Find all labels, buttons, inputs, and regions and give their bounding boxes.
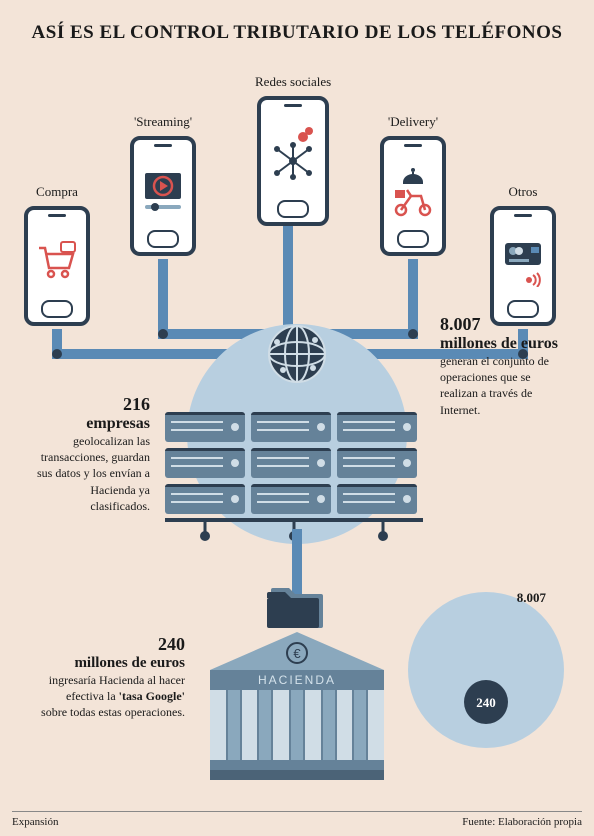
server-unit	[165, 484, 245, 514]
phone-streaming: 'Streaming'	[130, 114, 196, 256]
columns	[210, 690, 384, 760]
footer: Expansión Fuente: Elaboración propia	[12, 811, 582, 828]
server-unit	[251, 412, 331, 442]
globe-icon	[265, 322, 329, 386]
network-icon	[267, 118, 319, 196]
stat-left: 216 empresas geolocalizan las transaccio…	[30, 394, 150, 514]
euro-icon: €	[286, 642, 308, 664]
stat-bottom: 240 millones de euros ingresaría Haciend…	[40, 634, 185, 721]
stat-number: 240	[40, 634, 185, 655]
page-title: ASÍ ES EL CONTROL TRIBUTARIO DE LOS TELÉ…	[0, 0, 594, 44]
phone-label: Redes sociales	[255, 74, 331, 90]
footer-source-left: Expansión	[12, 816, 58, 828]
server-unit	[165, 448, 245, 478]
server-unit	[337, 412, 417, 442]
middle-section: 216 empresas geolocalizan las transaccio…	[0, 304, 594, 564]
delivery-icon	[390, 158, 436, 226]
stat-unit: empresas	[30, 415, 150, 433]
stat-number: 8.007	[440, 314, 570, 335]
inner-label: 240	[476, 695, 496, 710]
stat-desc: generan el conjunto de operaciones que s…	[440, 354, 549, 417]
phone-label: Compra	[24, 184, 90, 200]
phone-device	[257, 96, 329, 226]
hacienda-building: € HACIENDA	[210, 582, 384, 780]
roof: €	[210, 632, 384, 670]
server-unit	[251, 484, 331, 514]
building-label: HACIENDA	[210, 670, 384, 690]
server-unit	[337, 448, 417, 478]
phone-redes: Redes sociales	[255, 74, 331, 226]
bottom-section: 240 millones de euros ingresaría Haciend…	[0, 564, 594, 834]
phone-label: Otros	[490, 184, 556, 200]
phone-label: 'Delivery'	[380, 114, 446, 130]
play-icon	[140, 158, 186, 226]
stat-unit: millones de euros	[440, 335, 570, 353]
circle-comparison: 8.007 240	[408, 572, 568, 732]
server-unit	[165, 412, 245, 442]
server-unit	[337, 484, 417, 514]
phones-row: Compra 'Streaming'	[0, 54, 594, 304]
stat-right: 8.007 millones de euros generan el conju…	[440, 314, 570, 418]
stat-desc: geolocalizan las transacciones, guardan …	[37, 434, 150, 513]
stat-desc-bold: 'tasa Google'	[119, 689, 185, 703]
server-unit	[251, 448, 331, 478]
stat-number: 216	[30, 394, 150, 415]
cart-icon	[34, 228, 80, 296]
building: € HACIENDA	[210, 632, 384, 780]
phone-delivery: 'Delivery'	[380, 114, 446, 256]
phone-device	[380, 136, 446, 256]
phone-label: 'Streaming'	[130, 114, 196, 130]
outer-label: 8.007	[517, 590, 547, 605]
folder-icon	[265, 582, 329, 630]
stat-desc-post: sobre todas estas operaciones.	[41, 705, 185, 719]
server-grid	[165, 412, 417, 514]
stat-unit: millones de euros	[40, 655, 185, 672]
card-icon	[500, 228, 546, 296]
footer-source-right: Fuente: Elaboración propia	[462, 816, 582, 828]
phone-device	[130, 136, 196, 256]
